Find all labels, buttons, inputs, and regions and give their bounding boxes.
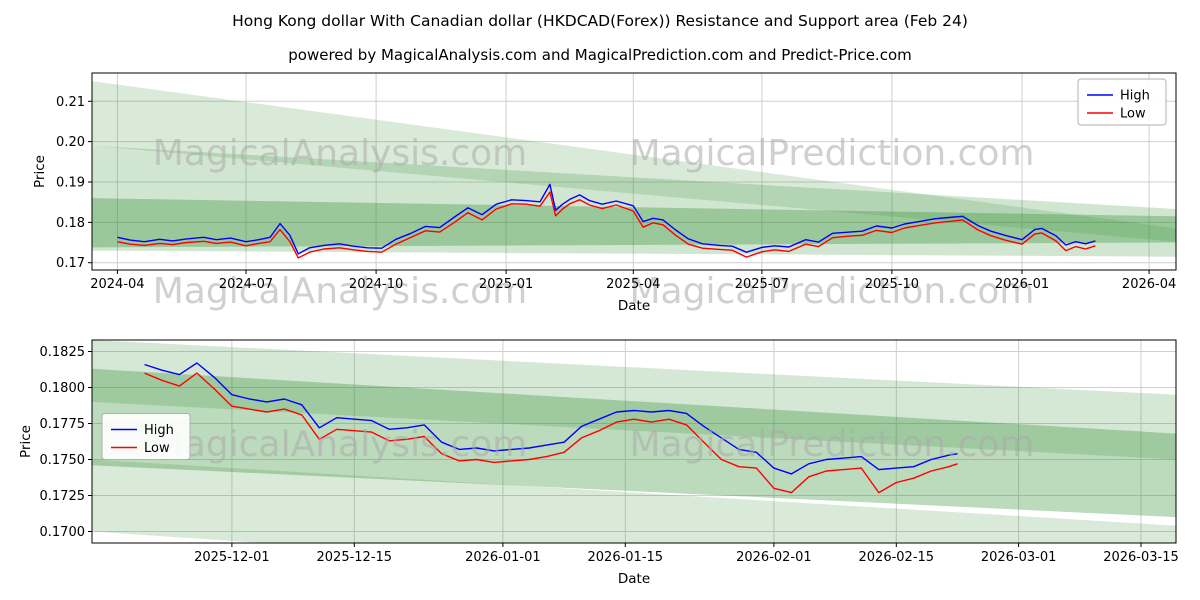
high-line — [144, 362, 958, 475]
legend: High Low — [1077, 78, 1167, 126]
low-line — [144, 372, 958, 494]
figure-title: Hong Kong dollar With Canadian dollar (H… — [232, 12, 968, 30]
legend-entry-label: Low — [144, 441, 170, 456]
x-tick-label: 2026-04 — [1122, 277, 1176, 292]
x-tick-label: 2026-01-01 — [465, 550, 541, 565]
watermark-prediction: MagicalPrediction.com — [630, 133, 1035, 174]
support-resistance-band — [92, 340, 1176, 460]
y-tick-label: 0.1800 — [40, 381, 86, 396]
plot-border — [91, 72, 1177, 271]
y-tick-label: 0.1775 — [40, 417, 86, 432]
x-tick-label: 2025-01 — [479, 277, 533, 292]
watermark-prediction: MagicalPrediction.com — [630, 271, 1035, 312]
x-tick-label: 2026-03-01 — [981, 550, 1057, 565]
recent-price-chart: MagicalAnalysis.com MagicalPrediction.com… — [18, 339, 1179, 587]
x-tick-label: 2026-02-15 — [859, 550, 935, 565]
x-tick-label: 2026-01-15 — [588, 550, 664, 565]
axis-title-y: Price — [18, 425, 34, 458]
watermark-analysis: MagicalAnalysis.com — [153, 271, 527, 312]
watermark-prediction: MagicalPrediction.com — [630, 424, 1035, 465]
x-tick-label: 2024-04 — [90, 277, 144, 292]
axis-title-y: Price — [32, 155, 48, 188]
y-tick-label: 0.1825 — [40, 345, 86, 360]
x-tick-label: 2026-02-01 — [736, 550, 812, 565]
y-tick-label: 0.19 — [56, 176, 85, 191]
axis-title-x: Date — [618, 571, 650, 587]
legend-entry-label: High — [1120, 89, 1150, 104]
watermark-analysis: MagicalAnalysis.com — [153, 133, 527, 174]
y-tick-label: 0.18 — [56, 216, 85, 231]
x-tick-label: 2025-07 — [735, 277, 789, 292]
support-resistance-band — [92, 198, 1176, 248]
x-tick-label: 2024-10 — [349, 277, 403, 292]
x-tick-label: 2026-03-15 — [1103, 550, 1179, 565]
legend: High Low — [101, 413, 191, 460]
plot-border — [91, 339, 1177, 544]
y-tick-label: 0.21 — [56, 95, 85, 110]
overview-price-chart: MagicalAnalysis.com MagicalPrediction.com… — [32, 72, 1177, 314]
x-tick-label: 2026-01 — [995, 277, 1049, 292]
y-tick-label: 0.17 — [56, 256, 85, 271]
support-resistance-band — [92, 81, 1176, 242]
y-tick-label: 0.1750 — [40, 453, 86, 468]
figure-subtitle: powered by MagicalAnalysis.com and Magic… — [288, 46, 912, 64]
watermark-analysis: MagicalAnalysis.com — [153, 424, 527, 465]
high-line — [117, 183, 1096, 255]
legend-entry-label: Low — [1120, 107, 1146, 122]
y-tick-label: 0.20 — [56, 135, 85, 150]
x-tick-label: 2024-07 — [219, 277, 273, 292]
support-resistance-band — [92, 145, 1176, 257]
axis-title-x: Date — [618, 298, 650, 314]
x-tick-label: 2025-10 — [865, 277, 919, 292]
y-tick-label: 0.1725 — [40, 489, 86, 504]
low-line — [117, 191, 1096, 259]
legend-entry-label: High — [144, 423, 174, 438]
x-tick-label: 2025-12-01 — [194, 550, 270, 565]
support-resistance-band — [92, 459, 1176, 543]
x-tick-label: 2025-04 — [606, 277, 660, 292]
y-tick-label: 0.1700 — [40, 525, 86, 540]
x-tick-label: 2025-12-15 — [317, 550, 393, 565]
